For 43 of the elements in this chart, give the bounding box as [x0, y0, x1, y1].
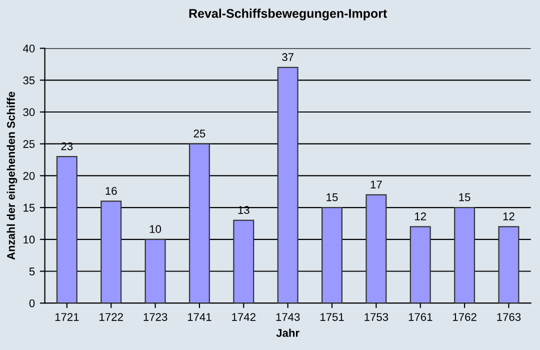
bar — [188, 143, 210, 304]
y-tick-label: 0 — [29, 299, 35, 308]
data-label: 15 — [326, 193, 338, 202]
x-tick-label: 1723 — [144, 313, 168, 321]
data-label: 12 — [503, 212, 514, 220]
x-tick-label: 1722 — [100, 313, 123, 321]
x-tick-label: 1763 — [497, 313, 521, 321]
x-tick-label: 1753 — [364, 313, 388, 321]
bar — [56, 156, 78, 304]
x-tick-label: 1761 — [408, 313, 432, 321]
y-axis-title: Anzahl der eingehenden Schiffe — [6, 92, 18, 260]
y-tick-label: 35 — [23, 76, 35, 84]
bar — [100, 200, 122, 304]
x-tick-label: 1751 — [320, 313, 344, 321]
data-label: 12 — [415, 212, 426, 220]
y-tick-label: 20 — [23, 172, 35, 180]
data-label: 16 — [106, 186, 117, 195]
data-label: 15 — [459, 193, 470, 202]
chart-title: Reval-Schiffsbewegungen-Import — [189, 8, 387, 20]
x-axis-title: Jahr — [276, 328, 300, 337]
x-tick-label: 1721 — [55, 313, 79, 321]
bar — [454, 206, 476, 304]
bar — [498, 226, 520, 304]
x-tick-label: 1742 — [232, 313, 256, 321]
data-label: 37 — [282, 53, 294, 62]
data-label: 25 — [194, 130, 206, 138]
y-tick-label: 15 — [24, 204, 35, 212]
data-label: 10 — [150, 225, 162, 234]
bar — [233, 220, 254, 304]
x-tick-label: 1743 — [276, 313, 300, 321]
y-tick-label: 40 — [22, 44, 35, 52]
bar — [410, 226, 431, 304]
bar — [366, 194, 387, 304]
bar — [277, 66, 298, 304]
bar — [144, 238, 166, 304]
y-tick-label: 25 — [23, 140, 35, 148]
y-tick-label: 5 — [29, 268, 35, 276]
x-tick-label: 1741 — [188, 313, 212, 321]
data-label: 17 — [370, 180, 382, 188]
y-tick-label: 10 — [24, 236, 35, 244]
y-tick-label: 30 — [23, 108, 35, 116]
x-tick-label: 1762 — [453, 313, 476, 321]
bar — [322, 206, 342, 304]
